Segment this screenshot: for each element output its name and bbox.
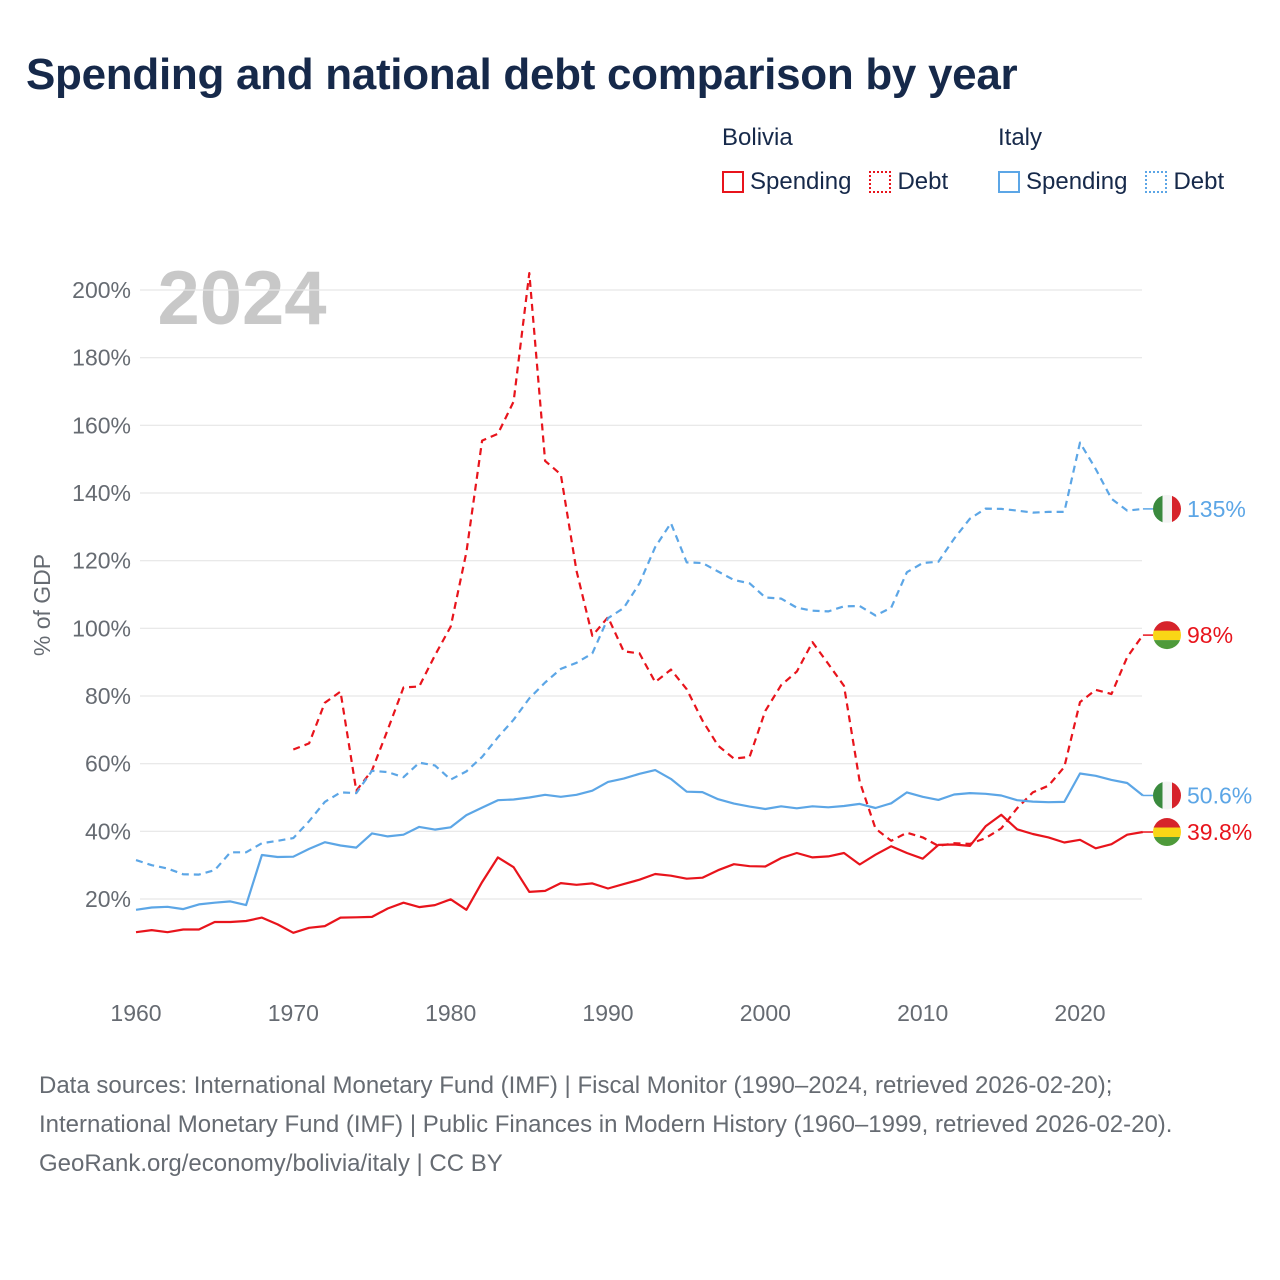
x-tick-label: 1970 [268, 1000, 319, 1026]
italy-flag-icon [1153, 494, 1181, 523]
legend-item-bolivia-debt[interactable]: Debt [869, 168, 948, 196]
bolivia-spending-line [135, 813, 1144, 934]
data-sources: Data sources: International Monetary Fun… [39, 1072, 1173, 1138]
legend-item-italy-spending[interactable]: Spending [998, 168, 1127, 196]
x-tick-label: 2000 [740, 1000, 791, 1026]
bolivia-debt-line [292, 272, 1144, 848]
y-tick-label: 80% [85, 683, 131, 709]
bolivia-flag-icon [1153, 621, 1181, 650]
y-tick-label: 20% [85, 886, 131, 912]
legend-swatch-solid [722, 171, 744, 193]
year-label: 2024 [157, 256, 326, 341]
chart-title: Spending and national debt comparison by… [26, 50, 1018, 99]
y-tick-label: 180% [72, 345, 131, 371]
legend-group-italy: Italy Spending Debt [998, 124, 1224, 196]
legend-item-label: Spending [1026, 168, 1128, 195]
legend-item-label: Debt [1173, 168, 1225, 195]
legend-swatch-dotted [1145, 171, 1168, 193]
bolivia-flag-icon [1153, 818, 1181, 847]
legend-item-italy-debt[interactable]: Debt [1145, 168, 1224, 196]
end-value-label: 135% [1187, 496, 1246, 522]
italy-spending-line [135, 768, 1144, 911]
legend-group-bolivia: Bolivia Spending Debt [722, 124, 948, 196]
footer: Data sources: International Monetary Fun… [39, 1066, 1239, 1183]
y-tick-label: 40% [85, 818, 131, 844]
end-value-label: 98% [1187, 622, 1233, 648]
end-value-label: 39.8% [1187, 819, 1252, 845]
italy-debt-line [135, 441, 1144, 876]
y-tick-label: 100% [72, 615, 131, 641]
x-tick-label: 1980 [425, 1000, 476, 1026]
credit-link[interactable]: GeoRank.org/economy/bolivia/italy | CC B… [39, 1150, 503, 1177]
y-tick-label: 200% [72, 277, 131, 303]
legend-country-name: Italy [998, 124, 1043, 151]
legend-item-label: Spending [750, 168, 852, 195]
x-tick-label: 1960 [110, 1000, 161, 1026]
italy-flag-icon [1153, 781, 1181, 810]
line-chart: 2024 % of GDP 20% 40% 60% 80% 100% 120% 140% 16… [29, 256, 1252, 1026]
legend-country-name: Bolivia [722, 124, 793, 151]
end-value-label: 50.6% [1187, 782, 1252, 808]
legend-swatch-dotted [869, 171, 892, 193]
y-axis-label: % of GDP [29, 554, 55, 656]
legend-swatch-solid [998, 171, 1020, 193]
legend-item-bolivia-spending[interactable]: Spending [722, 168, 851, 196]
x-tick-label: 2020 [1054, 1000, 1105, 1026]
x-tick-label: 1990 [582, 1000, 633, 1026]
y-tick-label: 120% [72, 548, 131, 574]
y-tick-label: 60% [85, 751, 131, 777]
y-tick-label: 160% [72, 412, 131, 438]
x-tick-label: 2010 [897, 1000, 948, 1026]
y-tick-label: 140% [72, 480, 131, 506]
legend-item-label: Debt [897, 168, 949, 195]
